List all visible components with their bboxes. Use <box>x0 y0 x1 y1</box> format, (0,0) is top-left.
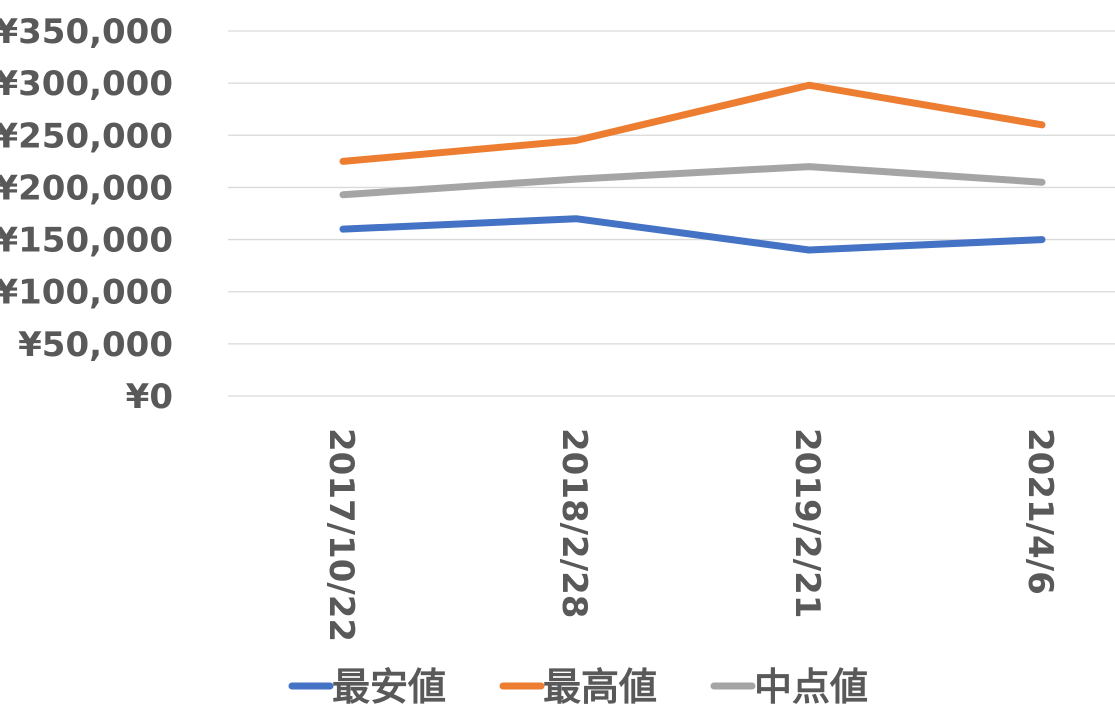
series-line <box>339 163 1046 199</box>
series-line <box>339 81 1046 165</box>
x-tick-label: 2021/4/6 <box>1020 428 1060 595</box>
legend-label: 中点値 <box>754 665 868 709</box>
y-tick-label: ¥50,000 <box>18 325 173 365</box>
x-axis-tick-labels: 2017/10/22 2018/2/28 2019/2/21 2021/4/6 <box>321 428 1060 642</box>
y-tick-label: ¥350,000 <box>0 12 173 52</box>
y-tick-label: ¥0 <box>126 377 173 417</box>
y-tick-label: ¥200,000 <box>0 168 173 208</box>
legend-label: 最安値 <box>332 665 446 709</box>
x-tick-label: 2017/10/22 <box>321 428 361 642</box>
y-tick-label: ¥100,000 <box>0 273 173 313</box>
y-tick-label: ¥150,000 <box>0 221 173 261</box>
x-tick-label: 2019/2/21 <box>787 428 827 618</box>
legend: 最安値 最高値 中点値 <box>288 665 868 709</box>
x-tick-label: 2018/2/28 <box>554 428 594 618</box>
series-lines <box>339 81 1046 254</box>
legend-label: 最高値 <box>543 665 657 709</box>
y-tick-label: ¥250,000 <box>0 116 173 156</box>
y-tick-label: ¥300,000 <box>0 64 173 104</box>
y-axis-tick-labels: ¥0 ¥50,000 ¥100,000 ¥150,000 ¥200,000 ¥250,00… <box>0 12 173 417</box>
series-line <box>339 215 1046 254</box>
gridlines <box>228 30 1115 397</box>
